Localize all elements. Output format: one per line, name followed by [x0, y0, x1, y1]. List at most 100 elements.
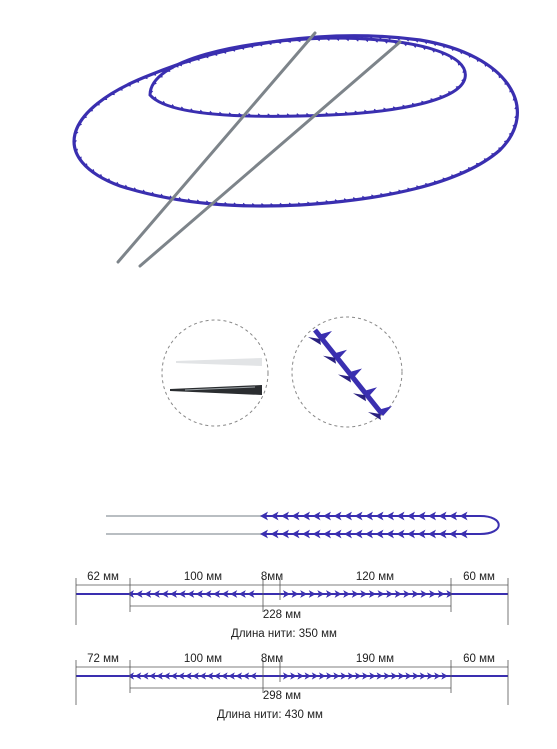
barb-zoom-icon: [291, 316, 403, 428]
barb: [514, 113, 518, 119]
barb: [354, 511, 363, 521]
barb: [311, 672, 319, 680]
barb: [344, 111, 350, 115]
barb: [449, 47, 455, 52]
barb: [270, 511, 279, 521]
barb: [213, 590, 220, 598]
barb: [412, 590, 419, 598]
barb: [449, 529, 457, 539]
barb: [106, 178, 112, 183]
needle-thread-straight-diagram: [106, 511, 500, 539]
barb: [238, 590, 246, 598]
barb: [132, 187, 138, 192]
barb: [269, 202, 275, 206]
d2-seg-barbs-right: 190 мм: [356, 653, 394, 665]
barb: [396, 529, 405, 539]
barb: [187, 590, 195, 598]
d2-seg-barbs-left: 100 мм: [184, 653, 222, 665]
barb: [281, 529, 289, 539]
barb: [344, 38, 350, 42]
barb: [334, 590, 342, 598]
barb: [212, 52, 218, 57]
barb: [199, 109, 205, 114]
barb: [141, 672, 149, 680]
barb: [334, 38, 340, 42]
barb: [187, 198, 193, 202]
barb: [157, 74, 163, 78]
barb: [403, 590, 411, 598]
d2-seg-right: 60 мм: [463, 653, 495, 665]
barb: [306, 201, 312, 205]
barb: [475, 57, 480, 63]
barb: [462, 67, 466, 73]
barb: [386, 36, 392, 40]
barb: [312, 511, 321, 521]
barb: [74, 148, 78, 154]
barb: [134, 79, 140, 83]
barb: [405, 672, 412, 680]
barb: [411, 44, 417, 48]
barb: [180, 106, 186, 111]
barb: [233, 202, 239, 206]
d2-seg-center: 8мм: [261, 653, 283, 665]
barb: [117, 87, 123, 91]
barb: [325, 112, 331, 116]
barb: [182, 60, 188, 64]
barb: [369, 590, 376, 598]
barb: [235, 672, 242, 680]
barb: [286, 113, 292, 117]
barb: [161, 590, 169, 598]
needle-tip-zoom-icon: [161, 319, 269, 427]
barb: [395, 37, 401, 41]
barb: [135, 590, 143, 598]
barb: [483, 62, 488, 67]
barb: [428, 529, 436, 539]
barb: [446, 590, 454, 598]
barb: [283, 590, 290, 598]
barb: [302, 511, 310, 521]
barb: [223, 201, 229, 206]
barb: [94, 102, 100, 106]
barb: [404, 38, 410, 42]
barb: [363, 38, 369, 43]
barb: [109, 92, 115, 96]
barb: [413, 39, 419, 43]
barb: [177, 63, 182, 67]
barb: [266, 113, 272, 117]
barb: [141, 189, 147, 194]
barb: [291, 590, 299, 598]
barb: [153, 96, 158, 101]
barb: [127, 590, 134, 598]
barb: [383, 107, 389, 111]
barb: [152, 590, 160, 598]
barb: [512, 122, 517, 128]
barb: [150, 191, 156, 196]
barb: [82, 114, 88, 119]
barb: [260, 203, 266, 207]
barb: [270, 529, 279, 539]
barb: [170, 672, 178, 680]
barb: [251, 202, 257, 206]
barb: [353, 393, 366, 402]
barb: [168, 66, 174, 70]
barb: [321, 36, 327, 40]
barb: [386, 529, 394, 539]
barb: [281, 511, 289, 521]
barb: [378, 406, 392, 416]
barb: [458, 50, 464, 55]
barb: [402, 42, 408, 47]
barb: [354, 529, 363, 539]
barb: [209, 51, 215, 55]
barb: [392, 106, 398, 110]
barb: [334, 199, 340, 203]
barb: [344, 511, 352, 521]
barb: [361, 195, 367, 199]
barb: [228, 47, 234, 51]
barb: [308, 590, 316, 598]
d1-seg-center: 8мм: [261, 571, 283, 583]
barb: [173, 64, 179, 68]
d2-seg-left: 72 мм: [87, 653, 119, 665]
barb: [333, 349, 347, 360]
dimension-diagram-1: 62 мм 100 мм 8мм 120 мм 60 мм 228 мм Дли…: [75, 571, 509, 640]
d2-thread-length: Длина нити: 430 мм: [217, 709, 323, 721]
